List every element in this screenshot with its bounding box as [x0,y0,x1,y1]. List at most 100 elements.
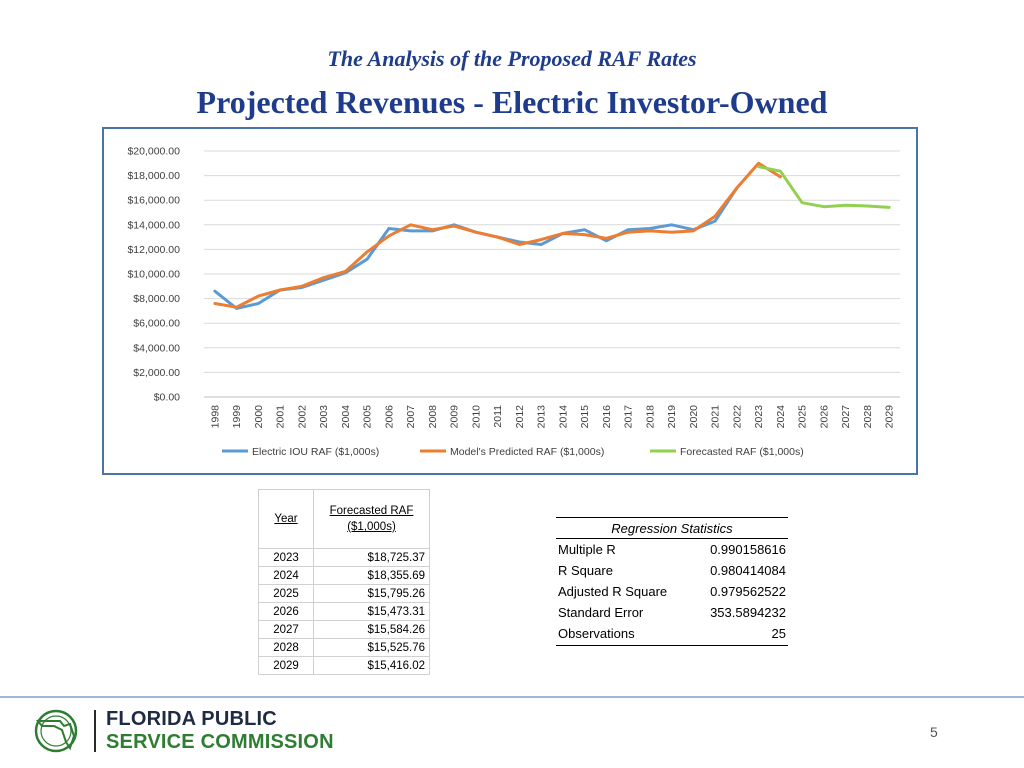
forecast-year-cell: 2028 [258,638,314,657]
x-tick-label: 2012 [514,405,526,429]
x-tick-label: 2005 [362,405,374,429]
line-chart: $0.00 $2,000.00 $4,000.00 $6,000.00 $8,000.0… [127,146,900,458]
forecast-value-cell: $15,584.26 [313,620,430,639]
regression-value: 25 [771,626,786,641]
x-tick-label: 2009 [449,405,461,429]
forecast-value-cell: $15,416.02 [313,656,430,675]
regression-label: Observations [558,626,635,641]
slide-title: Projected Revenues - Electric Investor-O… [196,84,828,120]
x-tick-label: 2023 [753,405,765,429]
x-tick-label: 2016 [601,405,613,429]
chart-frame: $0.00 $2,000.00 $4,000.00 $6,000.00 $8,000.0… [102,127,918,475]
regression-label: R Square [558,563,613,578]
forecast-table-header-row: Year Forecasted RAF ($1,000s) [258,489,430,549]
regression-value: 0.979562522 [710,584,786,599]
forecast-value-cell: $15,525.76 [313,638,430,657]
forecast-year-cell: 2024 [258,566,314,585]
x-tick-label: 1999 [231,405,243,429]
regression-label: Multiple R [558,542,616,557]
x-tick-label: 2018 [644,405,656,429]
x-tick-label: 2027 [840,405,852,429]
forecast-table-row: 2026 $15,473.31 [258,602,430,621]
forecast-year-cell: 2026 [258,602,314,621]
regression-label: Adjusted R Square [558,584,668,599]
florida-seal-icon [30,706,92,756]
forecast-year-cell: 2027 [258,620,314,639]
x-tick-label: 2024 [775,405,787,429]
regression-row: Standard Error 353.5894232 [556,602,788,623]
x-tick-label: 2022 [731,405,743,429]
legend-label: Model's Predicted RAF ($1,000s) [450,446,604,458]
regression-value: 0.980414084 [710,563,786,578]
x-tick-label: 2013 [536,405,548,429]
series-line-0 [213,186,739,310]
forecast-year-cell: 2023 [258,548,314,567]
x-tick-label: 2029 [884,405,896,429]
series-line-2 [757,165,891,209]
forecast-table-row: 2023 $18,725.37 [258,548,430,567]
forecast-value-cell: $18,355.69 [313,566,430,585]
x-tick-label: 2000 [253,405,265,429]
forecast-value-cell: $15,795.26 [313,584,430,603]
x-tick-label: 2010 [470,405,482,429]
grid-lines [204,150,900,398]
y-tick-label: $4,000.00 [133,342,180,354]
x-tick-label: 2011 [492,405,504,428]
forecast-year-cell: 2029 [258,656,314,675]
forecast-table-row: 2025 $15,795.26 [258,584,430,603]
y-tick-label: $20,000.00 [127,146,180,158]
x-tick-label: 2003 [318,405,330,429]
x-tick-label: 2020 [688,405,700,429]
x-tick-label: 2021 [710,405,722,429]
x-tick-label: 2028 [862,405,874,429]
y-tick-label: $10,000.00 [127,269,180,281]
y-tick-label: $6,000.00 [133,318,180,330]
x-tick-label: 2014 [557,405,569,429]
page-number: 5 [930,724,938,740]
y-tick-labels: $0.00 $2,000.00 $4,000.00 $6,000.00 $8,000.0… [127,146,180,404]
y-tick-label: $0.00 [154,392,180,404]
y-tick-label: $14,000.00 [127,219,180,231]
forecast-value-cell: $15,473.31 [313,602,430,621]
chart-legend: Electric IOU RAF ($1,000s) Model's Predic… [222,446,804,458]
forecast-year-cell: 2025 [258,584,314,603]
y-tick-label: $16,000.00 [127,195,180,207]
forecast-table: Year Forecasted RAF ($1,000s) 2023 $18,72… [258,489,430,675]
regression-label: Standard Error [558,605,644,620]
forecast-value-cell: $18,725.37 [313,548,430,567]
x-tick-label: 2015 [579,405,591,429]
slide-subtitle: The Analysis of the Proposed RAF Rates [327,46,697,71]
x-tick-label: 1998 [209,405,221,429]
x-tick-label: 2017 [623,405,635,429]
regression-value: 353.5894232 [710,605,786,620]
y-tick-label: $12,000.00 [127,244,180,256]
y-tick-label: $2,000.00 [133,367,180,379]
y-tick-label: $8,000.00 [133,293,180,305]
logo-divider [94,710,96,752]
regression-value: 0.990158616 [710,542,786,557]
forecast-table-row: 2029 $15,416.02 [258,656,430,675]
x-tick-label: 2004 [340,405,352,429]
regression-title: Regression Statistics [556,517,788,539]
footer-divider [0,696,1024,698]
regression-row: Multiple R 0.990158616 [556,539,788,560]
x-tick-label: 2008 [427,405,439,429]
x-tick-label: 2025 [797,405,809,429]
forecast-table-row: 2027 $15,584.26 [258,620,430,639]
regression-statistics-table: Regression Statistics Multiple R 0.990158… [556,517,788,646]
forecast-table-row: 2028 $15,525.76 [258,638,430,657]
forecast-year-header: Year [258,489,314,549]
x-tick-label: 2007 [405,405,417,429]
org-name-line1: FLORIDA PUBLIC [106,708,277,730]
regression-row: Adjusted R Square 0.979562522 [556,581,788,602]
legend-label: Forecasted RAF ($1,000s) [680,446,804,458]
regression-row: Observations 25 [556,623,788,644]
forecast-value-header: Forecasted RAF ($1,000s) [313,489,430,549]
x-tick-label: 2019 [666,405,678,429]
forecast-table-row: 2024 $18,355.69 [258,566,430,585]
regression-row: R Square 0.980414084 [556,560,788,581]
x-tick-label: 2001 [275,405,287,429]
y-tick-label: $18,000.00 [127,170,180,182]
org-name-line2: SERVICE COMMISSION [106,731,334,753]
x-tick-labels: 1998 1999 2000 2001 2002 2003 2004 2005 2006 2007… [209,405,895,429]
